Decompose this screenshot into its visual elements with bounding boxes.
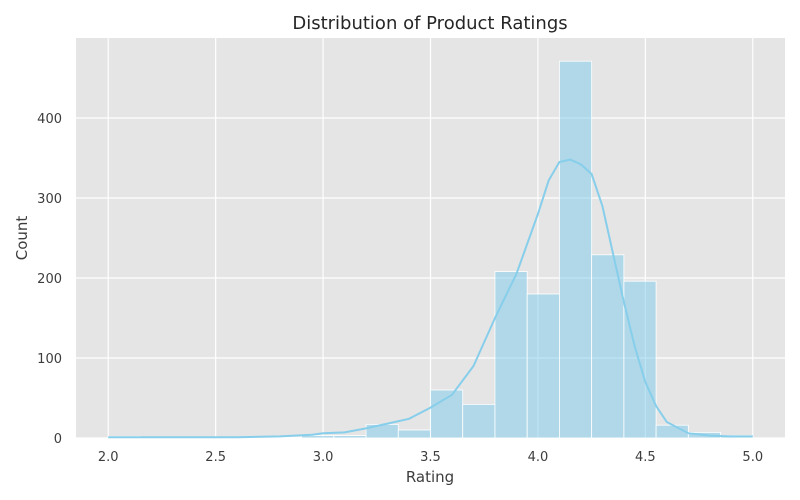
histogram-bar (623, 280, 657, 439)
x-tick-label: 4.5 (635, 450, 656, 465)
y-tick-label: 400 (37, 112, 62, 127)
histogram-bar (333, 435, 367, 439)
histogram-bar (526, 293, 560, 439)
x-tick-label: 5.0 (742, 450, 763, 465)
chart-title: Distribution of Product Ratings (292, 13, 567, 34)
x-tick-label: 3.5 (420, 450, 441, 465)
x-tick-label: 4.0 (528, 450, 549, 465)
x-tick-label: 3.0 (313, 450, 334, 465)
y-tick-label: 0 (54, 432, 62, 447)
histogram-bar (462, 403, 496, 439)
histogram-bar (494, 271, 528, 439)
y-tick-label: 100 (37, 352, 62, 367)
histogram-bar (559, 60, 593, 439)
y-tick-label: 200 (37, 272, 62, 287)
x-tick-label: 2.5 (205, 450, 226, 465)
x-tick-label: 2.0 (98, 450, 119, 465)
histogram-bar (591, 254, 625, 439)
kde-curve (108, 158, 753, 439)
y-tick-labels: 0 100 200 300 400 (37, 112, 62, 447)
histogram-bar (397, 429, 431, 439)
x-tick-labels: 2.0 2.5 3.0 3.5 4.0 4.5 5.0 (98, 450, 763, 465)
y-axis-label: Count (13, 216, 31, 261)
x-axis-label: Rating (406, 468, 454, 486)
y-tick-label: 300 (37, 192, 62, 207)
